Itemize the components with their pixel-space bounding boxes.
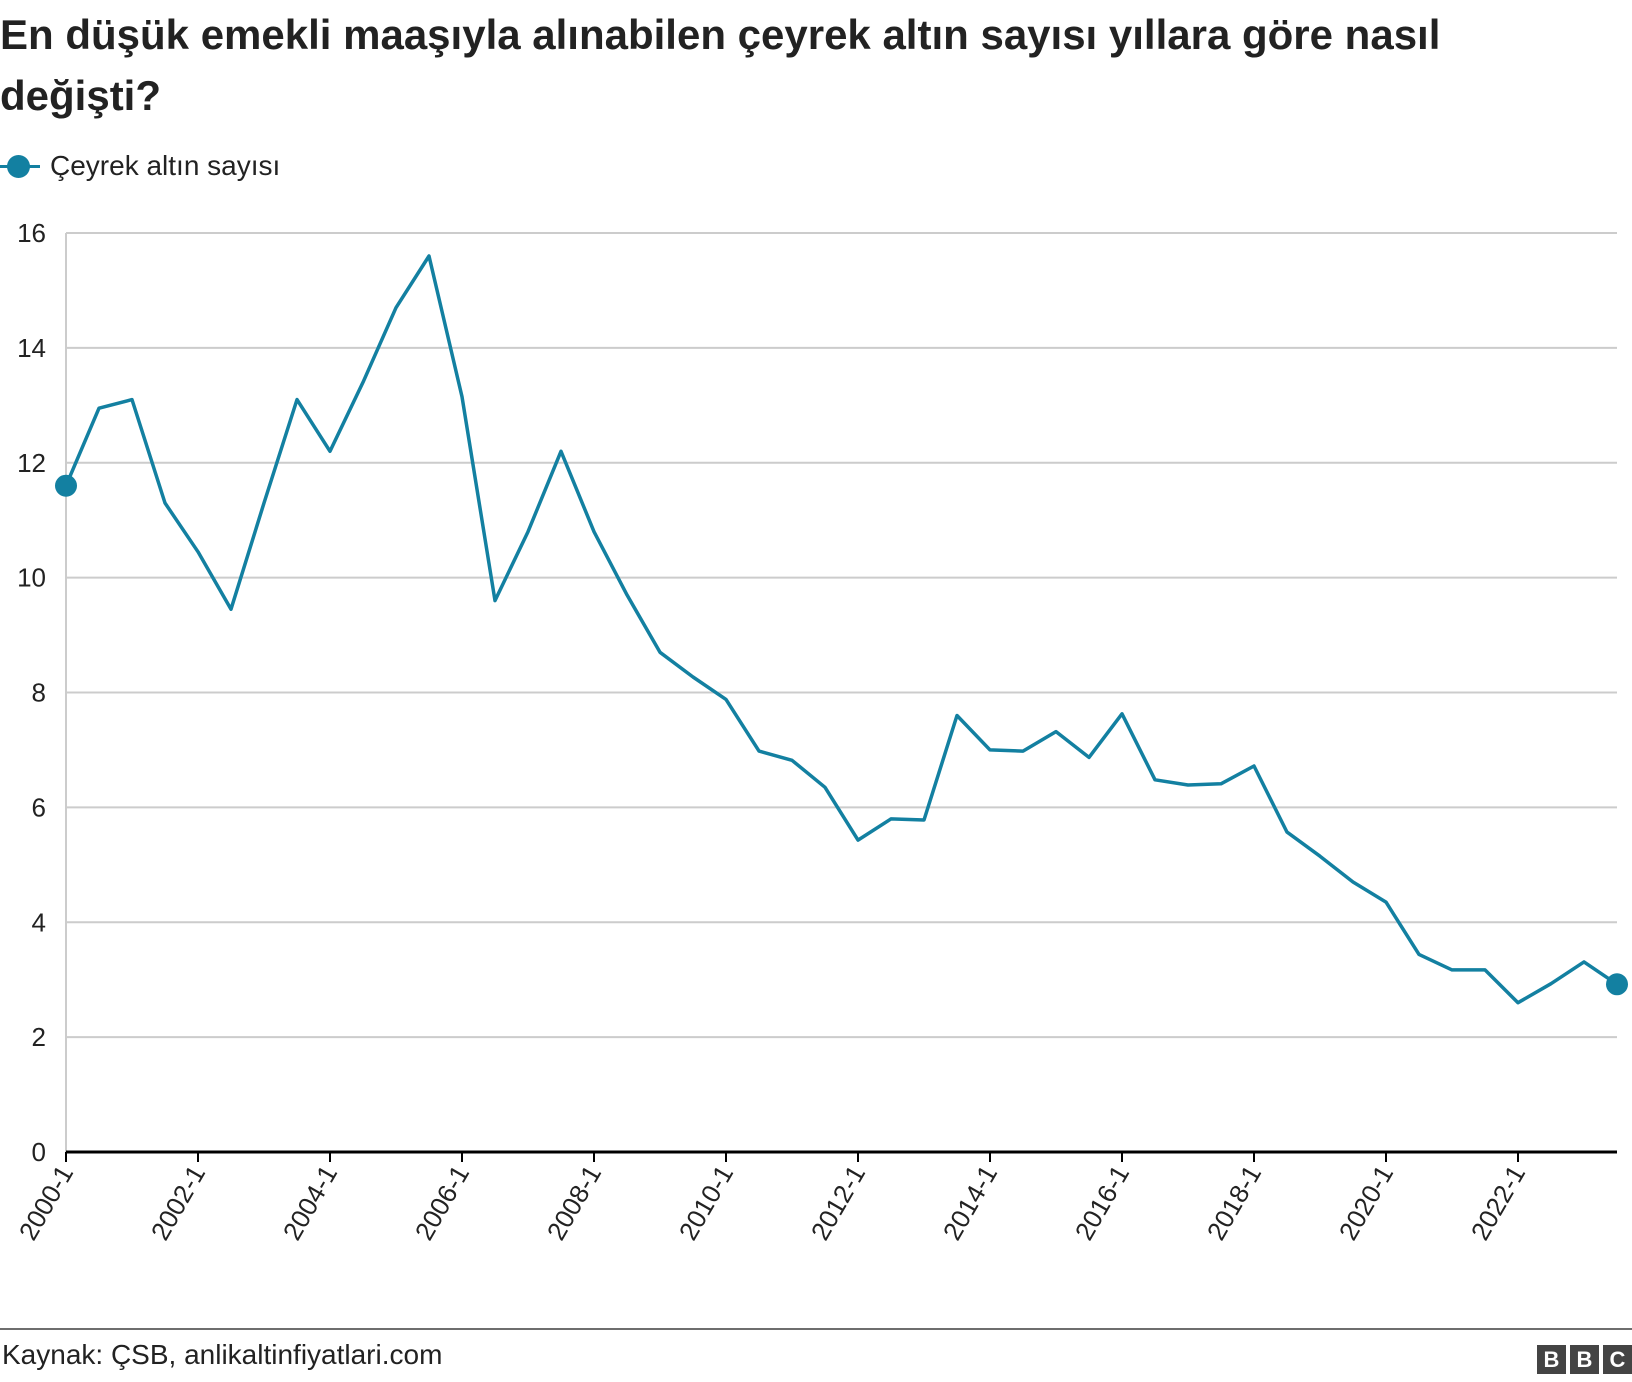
y-tick-label: 2 (32, 1022, 46, 1052)
bbc-logo: B B C (1537, 1345, 1632, 1374)
y-tick-label: 8 (32, 678, 46, 708)
logo-letter: B (1570, 1345, 1599, 1374)
logo-letter: C (1603, 1345, 1632, 1374)
x-axis-ticks: 2000-1 2002-1 2004-1 2006-1 2008-1 2010-1 2012… (13, 1152, 1531, 1245)
legend-swatch (0, 150, 40, 182)
endpoint-marker (55, 474, 77, 497)
logo-letter: B (1537, 1345, 1566, 1374)
x-tick-label: 2022-1 (1465, 1160, 1531, 1245)
y-axis-ticks: 0 2 4 6 8 10 12 14 16 (17, 218, 46, 1167)
y-tick-label: 0 (32, 1137, 46, 1167)
y-tick-label: 14 (17, 333, 46, 363)
y-tick-label: 16 (17, 218, 46, 248)
x-tick-label: 2008-1 (541, 1160, 607, 1245)
y-tick-label: 12 (17, 448, 46, 478)
x-tick-label: 2012-1 (805, 1160, 871, 1245)
x-tick-label: 2014-1 (937, 1160, 1003, 1245)
endpoint-marker (1606, 973, 1628, 996)
source-note: Kaynak: ÇSB, anlikaltinfiyatlari.com (2, 1339, 443, 1370)
series-line (64, 254, 1618, 1005)
legend: Çeyrek altın sayısı (0, 150, 280, 182)
x-tick-label: 2010-1 (673, 1160, 739, 1245)
x-tick-label: 2002-1 (145, 1160, 211, 1245)
chart-title: En düşük emekli maaşıyla alınabilen çeyr… (0, 11, 1441, 119)
x-tick-label: 2006-1 (409, 1160, 475, 1245)
y-tick-label: 6 (32, 792, 46, 822)
y-tick-label: 10 (17, 563, 46, 593)
x-tick-label: 2004-1 (277, 1160, 343, 1245)
y-tick-label: 4 (32, 907, 46, 937)
x-tick-label: 2020-1 (1333, 1160, 1399, 1245)
legend-label: Çeyrek altın sayısı (50, 150, 281, 181)
footer-divider (0, 1328, 1632, 1330)
x-tick-label: 2000-1 (13, 1160, 79, 1245)
x-tick-label: 2016-1 (1069, 1160, 1135, 1245)
x-tick-label: 2018-1 (1201, 1160, 1267, 1245)
series-layer (55, 254, 1628, 1005)
gridlines (65, 232, 1617, 1154)
